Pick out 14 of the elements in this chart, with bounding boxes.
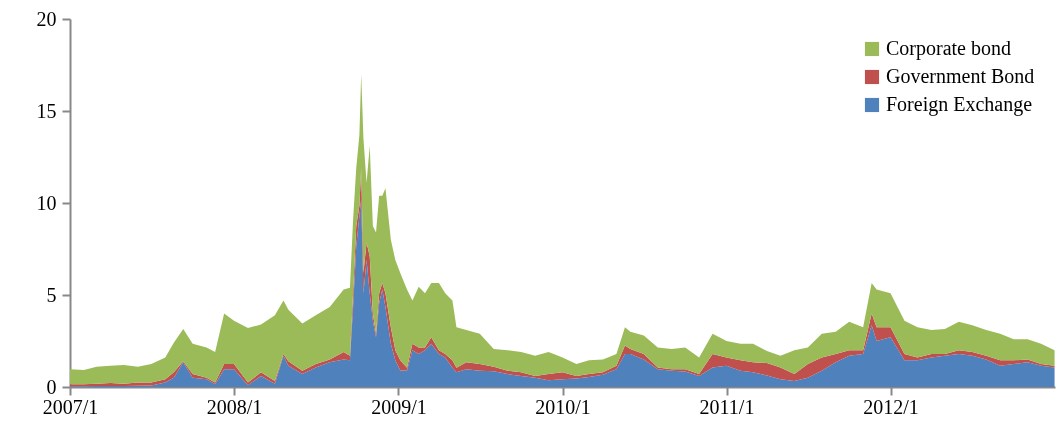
x-tick-label: 2010/1: [535, 395, 591, 418]
x-tick-label: 2007/1: [42, 395, 99, 418]
legend-label: Government Bond: [886, 65, 1035, 87]
y-tick-label: 0: [46, 375, 57, 398]
x-tick-label: 2008/1: [206, 395, 263, 418]
y-tick-label: 15: [36, 99, 57, 122]
y-tick-label: 5: [46, 283, 57, 306]
legend-label: Foreign Exchange: [886, 93, 1033, 116]
x-tick-label: 2011/1: [699, 395, 755, 418]
x-tick-label: 2009/1: [371, 395, 427, 418]
y-tick-label: 10: [36, 191, 57, 214]
legend-label: Corporate bond: [886, 37, 1011, 60]
x-tick-label: 2012/1: [863, 395, 919, 418]
y-tick-label: 20: [36, 7, 57, 30]
